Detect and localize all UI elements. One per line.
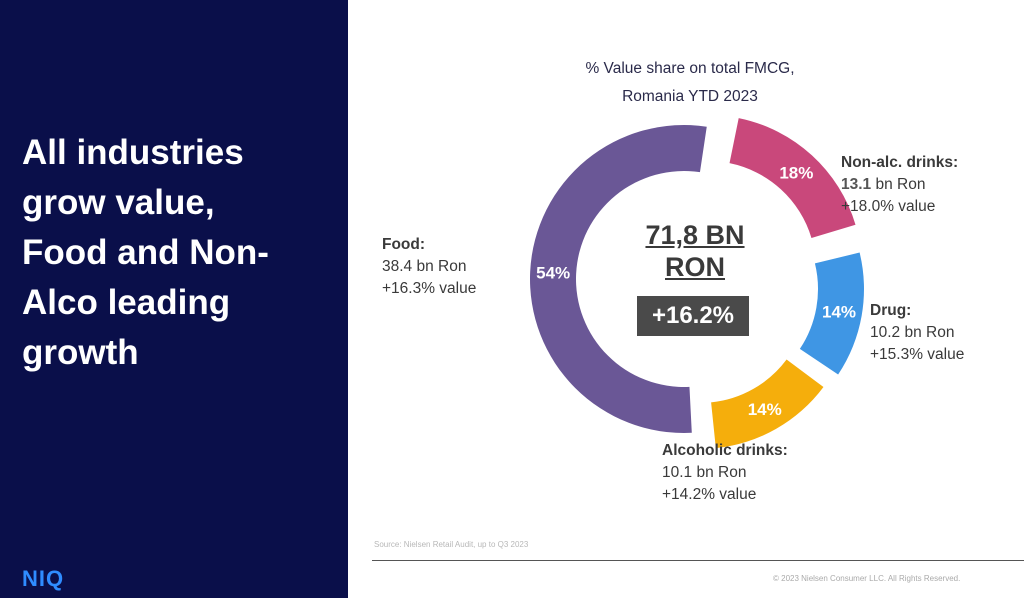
callout-name: Food: bbox=[382, 236, 426, 253]
callout-growth: +14.2% value bbox=[662, 486, 757, 503]
callout-growth: +15.3% value bbox=[870, 346, 965, 363]
callout-value-unit: bn Ron bbox=[871, 176, 926, 193]
chart-title-line: % Value share on total FMCG, bbox=[585, 60, 795, 77]
headline-line: grow value, bbox=[22, 183, 215, 222]
headline-line: Alco leading bbox=[22, 283, 231, 322]
donut-slice-food-label: 54% bbox=[536, 264, 570, 283]
left-panel: All industries grow value, Food and Non-… bbox=[0, 0, 348, 598]
donut-slice-alcoholic-drinks-label: 14% bbox=[748, 400, 782, 419]
donut-slice-drug bbox=[799, 252, 864, 375]
center-total: 71,8 BN RON bbox=[620, 219, 770, 283]
copyright-note: © 2023 Nielsen Consumer LLC. All Rights … bbox=[773, 574, 961, 583]
callout-name: Alcoholic drinks: bbox=[662, 442, 788, 459]
chart-title: % Value share on total FMCG, Romania YTD… bbox=[540, 55, 840, 111]
chart-title-line: Romania YTD 2023 bbox=[622, 88, 758, 105]
headline-line: Food and Non- bbox=[22, 233, 269, 272]
donut-slice-food bbox=[530, 125, 707, 433]
footer-divider bbox=[372, 560, 1024, 561]
callout-name: Non-alc. drinks: bbox=[841, 154, 959, 171]
callout-growth: +18.0% value bbox=[841, 198, 936, 215]
callout-non-alc-drinks: Non-alc. drinks: 13.1 bn Ron +18.0% valu… bbox=[841, 152, 958, 218]
callout-value: 13.1 bn Ron bbox=[841, 174, 958, 196]
callout-value-number: 13.1 bbox=[841, 176, 872, 193]
center-total-line: 71,8 BN bbox=[645, 220, 745, 250]
callout-value: 10.2 bn Ron bbox=[870, 324, 955, 341]
donut-slice-drug-label: 14% bbox=[822, 303, 856, 322]
center-growth-badge: +16.2% bbox=[637, 296, 749, 336]
headline-line: All industries bbox=[22, 133, 244, 172]
callout-food: Food: 38.4 bn Ron +16.3% value bbox=[382, 234, 476, 300]
headline: All industries grow value, Food and Non-… bbox=[22, 128, 332, 378]
callout-value: 38.4 bn Ron bbox=[382, 258, 467, 275]
donut-slice-non-alc-drinks-label: 18% bbox=[779, 163, 813, 182]
callout-name: Drug: bbox=[870, 302, 912, 319]
callout-alcoholic-drinks: Alcoholic drinks: 10.1 bn Ron +14.2% val… bbox=[662, 440, 788, 506]
callout-value: 10.1 bn Ron bbox=[662, 464, 747, 481]
niq-logo: NIQ bbox=[22, 566, 65, 591]
donut-slice-non-alc-drinks bbox=[729, 118, 856, 238]
source-note: Source: Nielsen Retail Audit, up to Q3 2… bbox=[374, 540, 529, 549]
callout-drug: Drug: 10.2 bn Ron +15.3% value bbox=[870, 300, 964, 366]
donut-slice-alcoholic-drinks bbox=[711, 359, 824, 449]
callout-growth: +16.3% value bbox=[382, 280, 477, 297]
headline-line: growth bbox=[22, 333, 139, 372]
center-total-line: RON bbox=[665, 252, 725, 282]
